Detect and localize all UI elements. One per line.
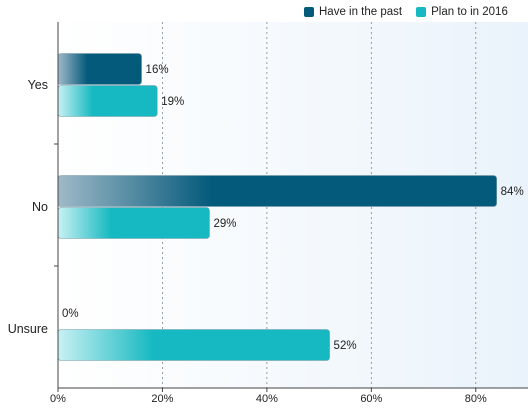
category-label: Yes xyxy=(28,78,48,92)
data-label: 84% xyxy=(501,186,524,198)
bar xyxy=(57,53,142,85)
legend-label-plan-2016: Plan to in 2016 xyxy=(431,6,508,18)
data-label: 16% xyxy=(146,64,169,76)
data-label: 52% xyxy=(334,340,357,352)
legend-item-plan-2016: Plan to in 2016 xyxy=(416,6,508,18)
data-label: 19% xyxy=(161,96,184,108)
legend-item-have-in-past: Have in the past xyxy=(304,6,402,18)
data-label: 29% xyxy=(213,218,236,230)
x-tick-label: 0% xyxy=(50,393,66,405)
legend: Have in the past Plan to in 2016 xyxy=(304,6,508,18)
legend-label-have-in-past: Have in the past xyxy=(319,6,403,18)
bar xyxy=(57,175,497,207)
data-label: 0% xyxy=(62,308,79,320)
category-label: Unsure xyxy=(8,322,48,336)
legend-swatch-plan-2016 xyxy=(416,7,427,17)
category-label: No xyxy=(32,200,48,214)
bar xyxy=(57,329,330,361)
x-tick-label: 60% xyxy=(360,393,382,405)
legend-swatch-have-in-past xyxy=(304,7,314,17)
bar xyxy=(57,85,158,117)
x-tick-label: 40% xyxy=(256,393,278,405)
x-tick-label: 80% xyxy=(465,393,487,405)
x-tick-label: 20% xyxy=(151,393,173,405)
bar xyxy=(57,207,210,239)
